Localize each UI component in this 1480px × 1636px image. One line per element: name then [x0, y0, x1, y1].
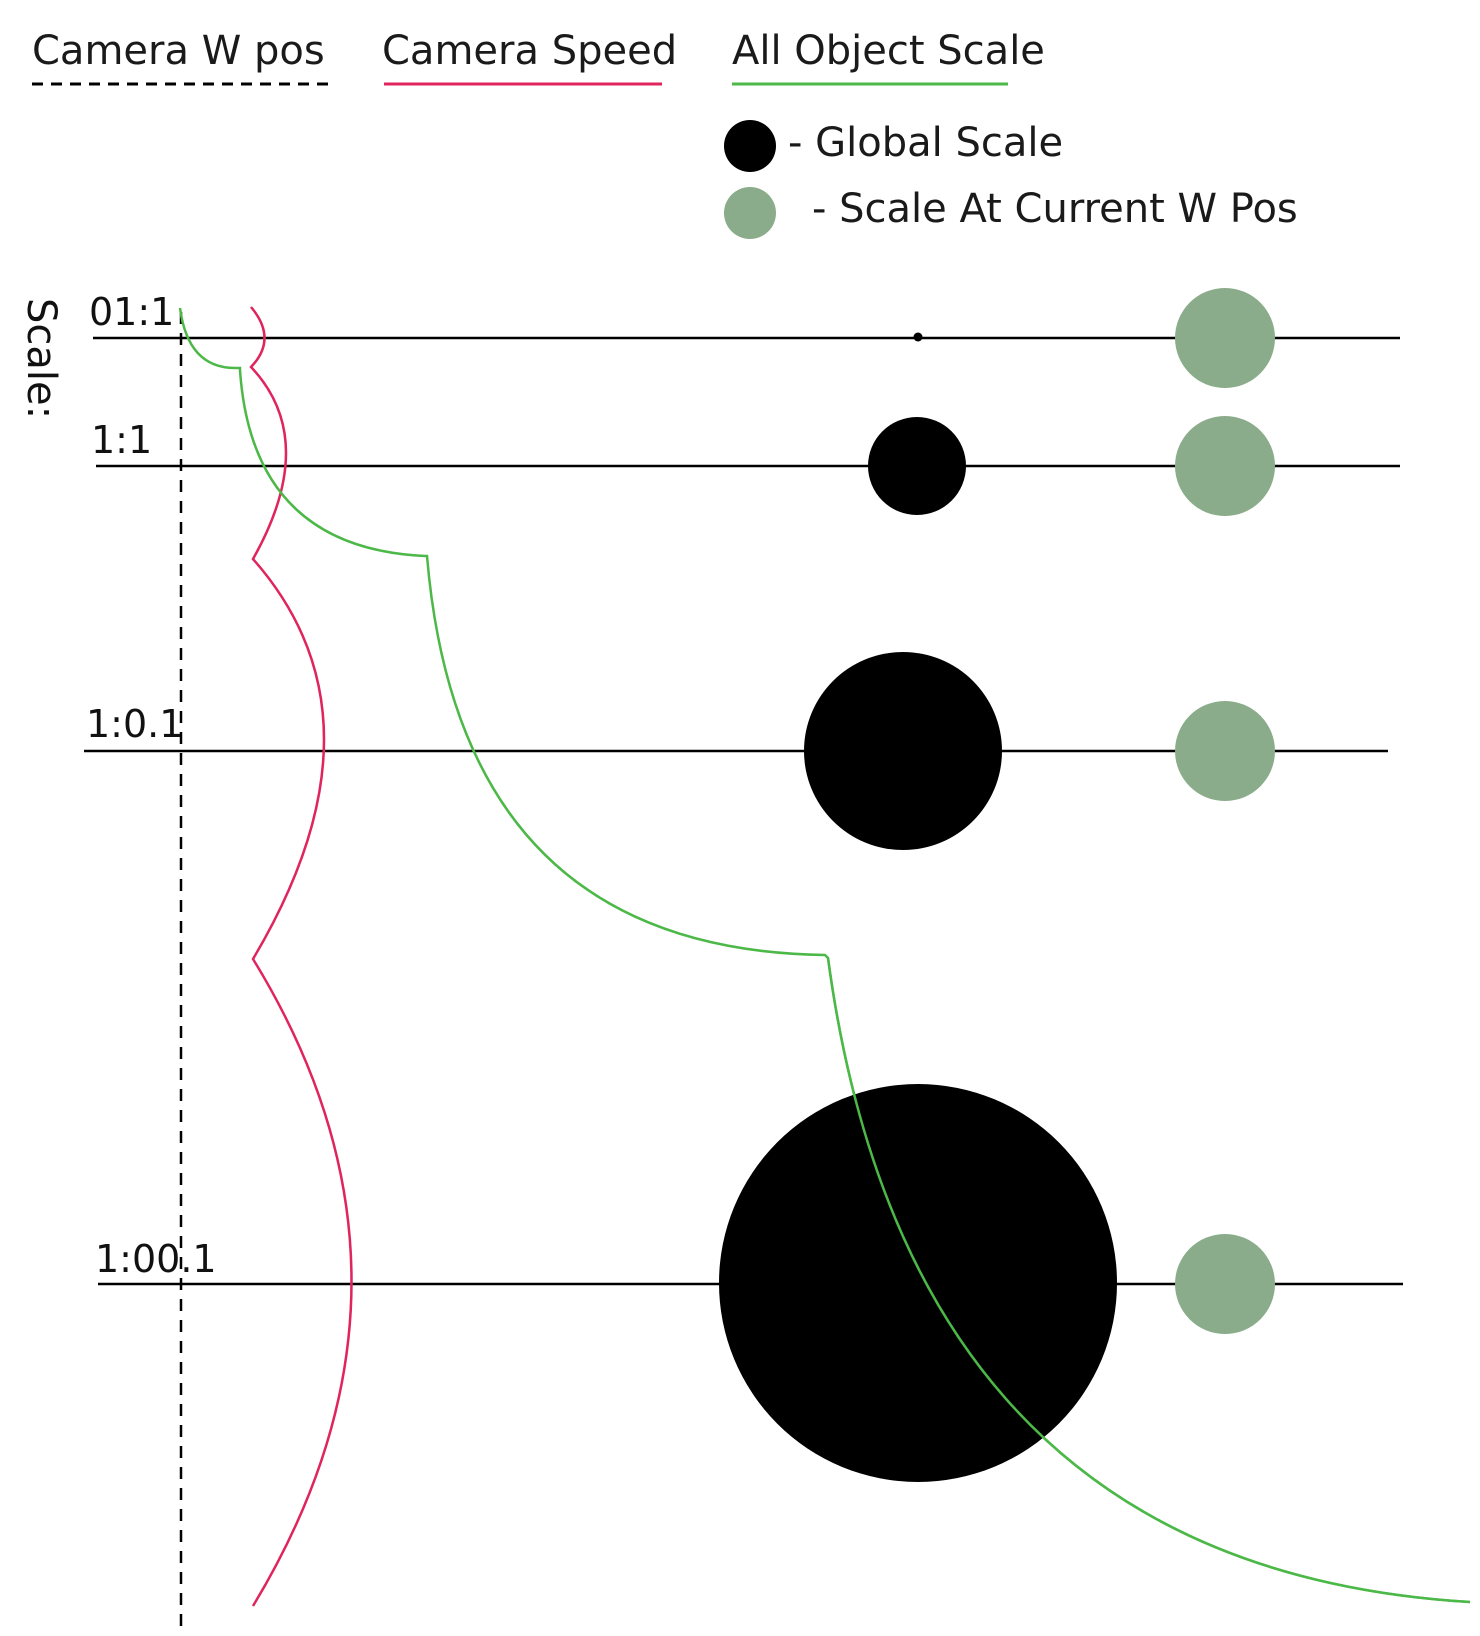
legend-scale-at-current-w-pos-label: - Scale At Current W Pos: [812, 186, 1298, 232]
legend-camera-w-pos-label: Camera W pos: [32, 28, 325, 74]
global-scale-circle-1-00-1: [719, 1084, 1117, 1482]
current-scale-circle-1-1: [1175, 416, 1275, 516]
global-scale-circle-01-1: [913, 332, 923, 342]
scale-label-1-1: 1:1: [91, 418, 152, 462]
global-scale-circle-1-0-1: [804, 652, 1002, 850]
current-scale-circle-01-1: [1175, 288, 1275, 388]
legend-camera-w-pos: Camera W pos: [32, 28, 332, 86]
legend-global-scale-label: - Global Scale: [788, 120, 1063, 166]
legend-all-object-scale-label: All Object Scale: [732, 28, 1045, 74]
scale-label-01-1: 01:1: [89, 290, 174, 334]
legend-camera-speed: Camera Speed: [382, 28, 677, 86]
current-scale-circle-1-0-1: [1175, 701, 1275, 801]
legend-scale-at-current-w-pos: - Scale At Current W Pos: [724, 186, 1298, 239]
scale-label-1-00-1: 1:00.1: [95, 1237, 217, 1281]
legend-all-object-scale: All Object Scale: [732, 28, 1045, 86]
current-scale-circle-1-00-1: [1175, 1234, 1275, 1334]
all-object-scale-curve-overlay: [826, 957, 1471, 1604]
axis-title: Scale:: [18, 298, 64, 419]
green-circle-icon: [724, 187, 776, 239]
global-scale-circle-1-1: [868, 417, 966, 515]
legend-camera-speed-label: Camera Speed: [382, 28, 677, 74]
camera-speed-curve: [249, 306, 353, 1607]
black-circle-icon: [724, 120, 776, 172]
scale-label-1-0-1: 1:0.1: [86, 702, 183, 746]
legend-global-scale: - Global Scale: [724, 120, 1063, 172]
